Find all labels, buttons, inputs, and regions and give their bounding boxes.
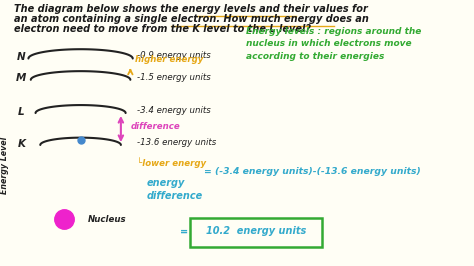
Text: electron need to move from the K level to the L level?: electron need to move from the K level t…	[14, 24, 311, 34]
Text: -0.9 energy units: -0.9 energy units	[137, 51, 211, 60]
Text: -3.4 energy units: -3.4 energy units	[137, 106, 211, 115]
Text: -13.6 energy units: -13.6 energy units	[137, 138, 217, 147]
Text: L: L	[18, 107, 25, 117]
Text: higher energy: higher energy	[135, 55, 203, 64]
Text: K: K	[18, 139, 25, 149]
Text: └lower energy: └lower energy	[137, 157, 207, 168]
Text: Nucleus: Nucleus	[88, 215, 126, 224]
Text: N: N	[17, 52, 26, 62]
Text: The diagram below shows the energy levels and their values for: The diagram below shows the energy level…	[14, 4, 368, 14]
Text: -1.5 energy units: -1.5 energy units	[137, 73, 211, 82]
Text: Energy levels : regions around the
nucleus in which electrons move
according to : Energy levels : regions around the nucle…	[246, 27, 422, 61]
FancyBboxPatch shape	[190, 218, 322, 247]
Text: =: =	[180, 226, 188, 236]
Text: M: M	[16, 73, 27, 84]
Text: 10.2  energy units: 10.2 energy units	[206, 226, 306, 236]
Text: an atom containing a single electron. How much energy does an: an atom containing a single electron. Ho…	[14, 14, 369, 24]
Text: Energy Level: Energy Level	[0, 136, 9, 194]
Text: difference: difference	[130, 122, 180, 131]
Text: = (-3.4 energy units)-(-13.6 energy units): = (-3.4 energy units)-(-13.6 energy unit…	[204, 167, 420, 176]
Text: energy
difference: energy difference	[147, 178, 203, 201]
